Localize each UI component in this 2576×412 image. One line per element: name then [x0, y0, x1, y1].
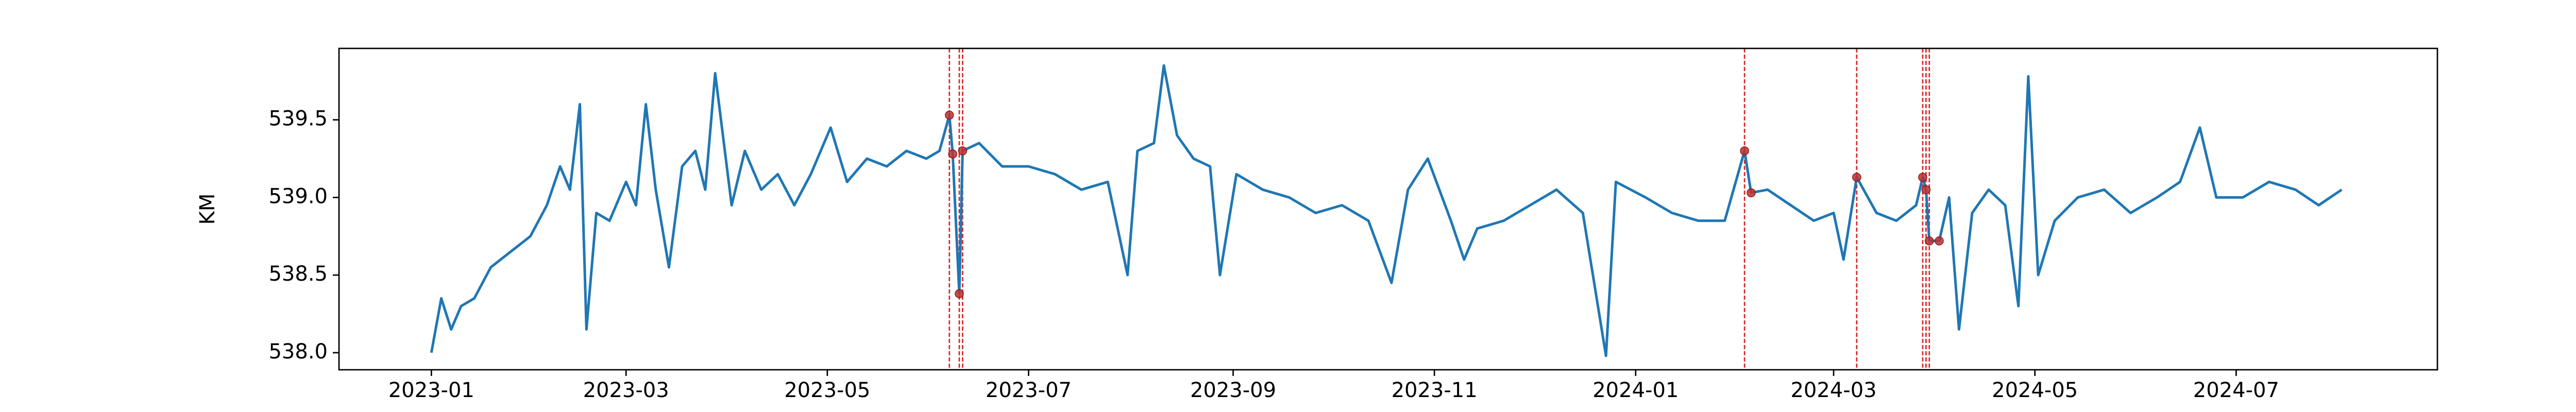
x-tick-label: 2024-03: [1790, 379, 1876, 402]
anomaly-marker: [1852, 173, 1861, 182]
x-tick-label: 2024-05: [1992, 379, 2078, 402]
anomaly-marker: [955, 289, 964, 299]
anomaly-marker: [1935, 236, 1944, 246]
anomaly-marker: [1740, 146, 1749, 156]
x-tick-label: 2023-07: [986, 379, 1072, 402]
anomaly-marker: [1747, 188, 1756, 198]
x-tick-label: 2023-05: [784, 379, 870, 402]
data-line: [430, 64, 2343, 357]
plot-frame: [338, 47, 2438, 371]
anomaly-marker: [958, 146, 968, 156]
x-tick-label: 2024-01: [1592, 379, 1679, 402]
x-tick-label: 2023-11: [1392, 379, 1478, 402]
y-tick-label: 538.0: [268, 340, 328, 364]
y-tick-label: 539.0: [268, 184, 328, 208]
anomaly-marker: [1925, 236, 1934, 246]
x-tick-label: 2023-03: [583, 379, 669, 402]
anomaly-marker: [948, 149, 957, 159]
y-tick-label: 538.5: [268, 262, 328, 286]
x-tick-label: 2023-09: [1190, 379, 1276, 402]
y-tick-label: 539.5: [268, 107, 328, 131]
x-tick-label: 2024-07: [2193, 379, 2279, 402]
anomaly-marker: [1921, 185, 1931, 195]
anomaly-marker: [1918, 173, 1927, 182]
x-tick-label: 2023-01: [388, 379, 474, 402]
anomaly-marker: [945, 110, 954, 120]
y-axis-label: KM: [196, 194, 219, 225]
